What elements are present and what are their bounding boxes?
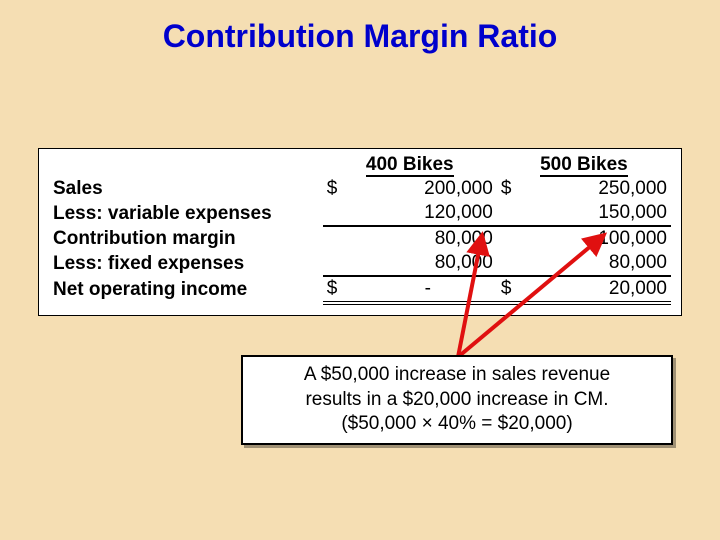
- table-row: Less: fixed expenses 80,000 80,000: [49, 251, 671, 276]
- currency-symbol: $: [323, 276, 359, 303]
- currency-symbol: [323, 226, 359, 251]
- income-statement-table: 400 Bikes 500 Bikes Sales $ 200,000 $ 25…: [38, 148, 682, 316]
- explanation-callout: A $50,000 increase in sales revenue resu…: [241, 355, 673, 445]
- row-label: Less: variable expenses: [49, 201, 323, 226]
- table-row: Contribution margin 80,000 100,000: [49, 226, 671, 251]
- cell-value: -: [359, 276, 497, 303]
- currency-symbol: [497, 226, 533, 251]
- cell-value: 150,000: [533, 201, 671, 226]
- currency-symbol: $: [323, 177, 359, 201]
- currency-symbol: $: [497, 276, 533, 303]
- callout-line: results in a $20,000 increase in CM.: [253, 388, 661, 413]
- currency-symbol: $: [497, 177, 533, 201]
- cell-value: 250,000: [533, 177, 671, 201]
- cell-value: 80,000: [359, 251, 497, 276]
- callout-line: ($50,000 × 40% = $20,000): [253, 412, 661, 437]
- table-row: Net operating income $ - $ 20,000: [49, 276, 671, 303]
- currency-symbol: [323, 201, 359, 226]
- row-label: Net operating income: [49, 276, 323, 303]
- cell-value: 100,000: [533, 226, 671, 251]
- currency-symbol: [497, 201, 533, 226]
- row-label: Contribution margin: [49, 226, 323, 251]
- cell-value: 20,000: [533, 276, 671, 303]
- cell-value: 120,000: [359, 201, 497, 226]
- page-title: Contribution Margin Ratio: [0, 0, 720, 55]
- table-row: Less: variable expenses 120,000 150,000: [49, 201, 671, 226]
- currency-symbol: [497, 251, 533, 276]
- row-label: Less: fixed expenses: [49, 251, 323, 276]
- col-header-1: 400 Bikes: [366, 154, 454, 177]
- table-header-row: 400 Bikes 500 Bikes: [49, 153, 671, 177]
- cell-value: 200,000: [359, 177, 497, 201]
- cell-value: 80,000: [533, 251, 671, 276]
- cell-value: 80,000: [359, 226, 497, 251]
- callout-line: A $50,000 increase in sales revenue: [253, 363, 661, 388]
- col-header-2: 500 Bikes: [540, 154, 628, 177]
- table-row: Sales $ 200,000 $ 250,000: [49, 177, 671, 201]
- currency-symbol: [323, 251, 359, 276]
- row-label: Sales: [49, 177, 323, 201]
